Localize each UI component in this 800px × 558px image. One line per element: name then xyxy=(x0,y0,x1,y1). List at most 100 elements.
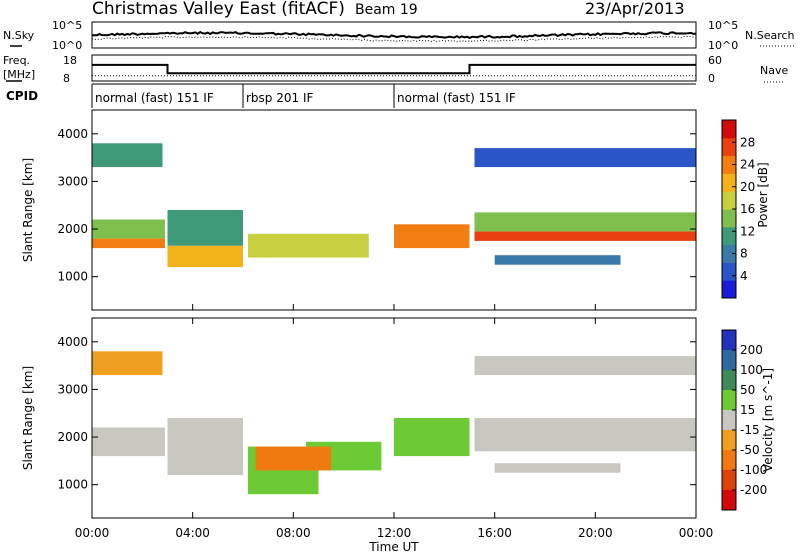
power-ylabel: Slant Range [km] xyxy=(21,158,35,262)
power-panel: Slant Range [km] 1000 2000 3000 4000 xyxy=(21,109,697,311)
colorbar-tick-label: 100 xyxy=(740,363,763,377)
time-tick-label: 00:00 xyxy=(75,526,110,540)
cpid-segment-label: normal (fast) 151 IF xyxy=(397,91,516,105)
heatmap-band xyxy=(474,418,696,452)
heatmap-band xyxy=(92,351,163,376)
colorbar-swatch xyxy=(722,490,736,511)
y-tick-label: 4000 xyxy=(57,127,88,141)
y-tick-label: 2000 xyxy=(57,222,88,236)
heatmap-band xyxy=(167,245,243,268)
heatmap-band xyxy=(92,238,165,249)
time-axis-label: Time UT xyxy=(368,540,419,554)
colorbar-tick-label: 24 xyxy=(740,158,755,172)
heatmap-band xyxy=(167,210,243,246)
colorbar-swatch xyxy=(722,470,736,491)
colorbar-swatch xyxy=(722,350,736,371)
noise-search-series xyxy=(91,35,697,43)
noise-search-label: N.Search xyxy=(745,29,795,42)
colorbar-tick-label: 8 xyxy=(740,247,748,261)
heatmap-band xyxy=(474,356,696,376)
y-tick-label: 3000 xyxy=(57,382,88,396)
heatmap-band xyxy=(494,463,621,473)
colorbar-swatch xyxy=(722,410,736,431)
time-axis: 00:00 04:00 08:00 12:00 16:00 20:00 00:00 xyxy=(75,304,714,540)
colorbar-swatch xyxy=(722,450,736,471)
colorbar-swatch xyxy=(722,226,736,246)
time-tick-label: 04:00 xyxy=(175,526,210,540)
heatmap-band xyxy=(248,233,369,258)
colorbar-tick-label: 20 xyxy=(740,180,755,194)
heatmap-band xyxy=(92,143,163,168)
colorbar-tick-label: 16 xyxy=(740,202,755,216)
colorbar-tick-label: 28 xyxy=(740,135,755,149)
time-tick-label: 08:00 xyxy=(276,526,311,540)
time-tick-label: 16:00 xyxy=(477,526,512,540)
colorbar-tick-label: 50 xyxy=(740,383,755,397)
heatmap-band xyxy=(394,224,470,249)
frequency-series xyxy=(92,63,696,75)
colorbar-frame xyxy=(721,329,737,511)
velocity-colorbar-title: Velocity [m s^-1] xyxy=(761,368,775,472)
time-tick-label: 00:00 xyxy=(679,526,714,540)
cpid-segment-label: rbsp 201 IF xyxy=(246,91,313,105)
noise-left-tick-bottom: 10^0 xyxy=(52,39,82,52)
colorbar-swatch xyxy=(722,137,736,157)
noise-sky-series xyxy=(91,30,697,39)
colorbar-swatch xyxy=(722,430,736,451)
nave-right-tick-top: 60 xyxy=(708,54,722,67)
nave-label: Nave xyxy=(760,64,788,77)
freq-left-tick-bottom: 8 xyxy=(63,72,70,85)
colorbar-tick-label: 4 xyxy=(740,269,748,283)
power-colorbar: 4 8 12 16 20 24 28 xyxy=(721,119,755,299)
colorbar-swatch xyxy=(722,390,736,411)
heatmap-band xyxy=(92,219,165,239)
time-tick-label: 12:00 xyxy=(377,526,412,540)
colorbar-swatch xyxy=(722,191,736,210)
colorbar-tick-label: -50 xyxy=(740,443,760,457)
beam-label: Beam 19 xyxy=(355,2,418,18)
colorbar-swatch xyxy=(722,262,736,281)
noise-right-tick-bottom: 10^0 xyxy=(708,39,738,52)
colorbar-tick-label: 200 xyxy=(740,343,763,357)
heatmap-band xyxy=(92,427,165,457)
colorbar-swatch xyxy=(722,155,736,174)
colorbar-swatch xyxy=(722,370,736,391)
colorbar-swatch xyxy=(722,330,736,351)
heatmap-band xyxy=(394,418,470,457)
velocity-panel: Slant Range [km] 1000 2000 3000 4000 xyxy=(21,317,697,519)
colorbar-swatch xyxy=(722,280,736,299)
colorbar-swatch xyxy=(722,120,736,139)
cpid-label: CPID xyxy=(6,89,38,103)
cpid-strip: CPID normal (fast) 151 IF rbsp 201 IF norm… xyxy=(6,83,696,108)
date-label: 23/Apr/2013 xyxy=(585,0,685,18)
y-tick-label: 1000 xyxy=(57,478,88,492)
plot-title: Christmas Valley East (fitACF) xyxy=(92,0,345,19)
cpid-segment-label: normal (fast) 151 IF xyxy=(95,91,214,105)
heatmap-band xyxy=(474,148,696,168)
time-tick-label: 20:00 xyxy=(578,526,613,540)
heatmap-band xyxy=(474,212,696,232)
y-tick-label: 3000 xyxy=(57,174,88,188)
y-tick-label: 1000 xyxy=(57,270,88,284)
colorbar-swatch xyxy=(722,209,736,228)
power-colorbar-title: Power [dB] xyxy=(756,162,770,227)
frequency-panel: Freq. [MHz] 18 8 60 0 Nave xyxy=(3,54,788,85)
colorbar-tick-label: -100 xyxy=(740,463,767,477)
freq-label: Freq. xyxy=(3,54,30,67)
colorbar-tick-label: 15 xyxy=(740,403,755,417)
colorbar-swatch xyxy=(722,173,736,192)
velocity-ylabel: Slant Range [km] xyxy=(21,366,35,470)
heatmap-band xyxy=(255,446,332,471)
colorbar-swatch xyxy=(722,244,736,263)
freq-left-tick-top: 18 xyxy=(63,54,77,67)
colorbar-tick-label: -200 xyxy=(740,483,767,497)
heatmap-band xyxy=(494,255,621,265)
noise-left-tick-top: 10^5 xyxy=(52,19,82,32)
heatmap-band xyxy=(474,231,696,241)
freq-unit-label: [MHz] xyxy=(3,68,35,81)
colorbar-tick-label: -15 xyxy=(740,423,760,437)
y-tick-label: 4000 xyxy=(57,335,88,349)
noise-right-tick-top: 10^5 xyxy=(708,19,738,32)
